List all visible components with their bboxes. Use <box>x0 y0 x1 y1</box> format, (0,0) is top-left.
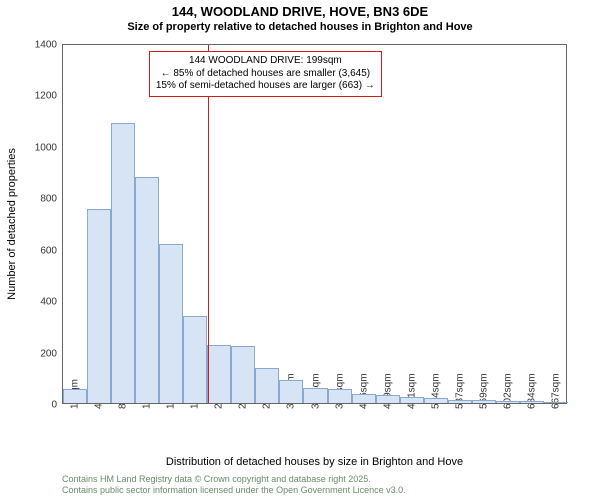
annotation-box: 144 WOODLAND DRIVE: 199sqm← 85% of detac… <box>149 51 382 97</box>
reference-line <box>208 45 209 403</box>
annotation-line: ← 85% of detached houses are smaller (3,… <box>156 68 375 81</box>
x-tick-label: 569sqm <box>478 373 489 409</box>
chart-subtitle: Size of property relative to detached ho… <box>0 21 600 33</box>
histogram-bar <box>303 388 327 403</box>
histogram-bar <box>520 401 544 403</box>
plot-area: 020040060080010001200140015sqm48sqm80sqm… <box>62 44 567 404</box>
footer-line-1: Contains HM Land Registry data © Crown c… <box>62 474 406 485</box>
x-tick-label: 602sqm <box>502 373 513 409</box>
histogram-bar <box>135 177 159 403</box>
histogram-bar <box>352 394 376 403</box>
y-tick-label: 600 <box>40 245 57 256</box>
histogram-bar <box>87 209 111 403</box>
y-tick-label: 200 <box>40 348 57 359</box>
histogram-bar <box>159 244 183 403</box>
x-tick-label: 439sqm <box>382 373 393 409</box>
x-tick-label: 634sqm <box>526 373 537 409</box>
x-axis-label: Distribution of detached houses by size … <box>166 456 463 468</box>
histogram-bar <box>424 398 448 403</box>
annotation-line: 15% of semi-detached houses are larger (… <box>156 80 375 93</box>
y-tick-label: 1000 <box>35 142 57 153</box>
footer-note: Contains HM Land Registry data © Crown c… <box>62 474 406 496</box>
histogram-bar <box>207 345 231 403</box>
x-tick-label: 537sqm <box>454 373 465 409</box>
x-tick-label: 406sqm <box>358 373 369 409</box>
histogram-bar <box>183 316 207 403</box>
histogram-bar <box>376 395 400 403</box>
y-tick-label: 1400 <box>35 40 57 51</box>
histogram-bar <box>111 123 135 403</box>
chart-title: 144, WOODLAND DRIVE, HOVE, BN3 6DE <box>0 4 600 19</box>
histogram-bar <box>400 397 424 403</box>
chart-figure: 144, WOODLAND DRIVE, HOVE, BN3 6DE Size … <box>0 0 600 500</box>
title-block: 144, WOODLAND DRIVE, HOVE, BN3 6DE Size … <box>0 4 600 33</box>
y-tick-label: 800 <box>40 194 57 205</box>
histogram-bar <box>255 368 279 403</box>
histogram-bar <box>544 402 568 403</box>
histogram-bar <box>231 346 255 403</box>
y-tick-label: 400 <box>40 297 57 308</box>
x-tick-label: 471sqm <box>406 373 417 409</box>
annotation-line: 144 WOODLAND DRIVE: 199sqm <box>156 55 375 68</box>
histogram-bar <box>496 401 520 403</box>
x-tick-label: 504sqm <box>430 373 441 409</box>
y-axis-label: Number of detached properties <box>6 148 18 300</box>
histogram-bar <box>448 400 472 403</box>
footer-line-2: Contains public sector information licen… <box>62 485 406 496</box>
x-tick-label: 667sqm <box>550 373 561 409</box>
y-tick-label: 0 <box>51 400 57 411</box>
histogram-bar <box>472 400 496 403</box>
histogram-bar <box>279 380 303 403</box>
histogram-bar <box>63 389 87 403</box>
y-tick-label: 1200 <box>35 91 57 102</box>
histogram-bar <box>328 389 352 403</box>
